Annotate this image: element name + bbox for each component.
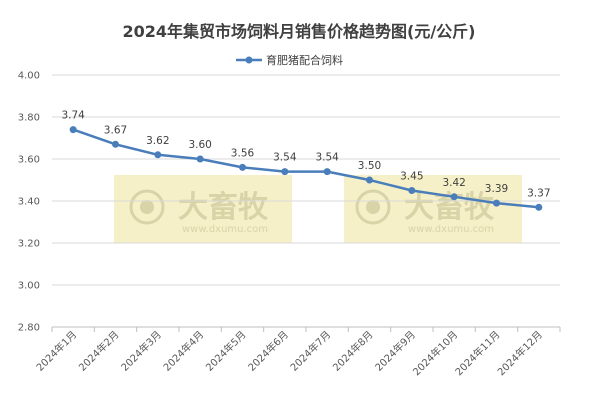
chart-title: 2024年集贸市场饲料月销售价格趋势图(元/公斤)	[122, 22, 475, 41]
data-point	[69, 126, 77, 134]
data-point	[493, 199, 500, 207]
watermark-logo-icon	[129, 189, 165, 225]
series-line	[69, 126, 543, 211]
x-tick-label: 2024年7月	[287, 328, 333, 374]
x-tick-label: 2024年1月	[33, 328, 79, 374]
y-tick-label: 3.00	[18, 281, 40, 292]
y-tick-label: 3.40	[18, 197, 40, 208]
data-label: 3.42	[442, 177, 465, 189]
data-label: 3.60	[188, 139, 211, 151]
x-tick-label: 2024年12月	[495, 328, 545, 378]
data-label: 3.39	[485, 183, 508, 195]
watermark-brand: 大畜牧	[178, 190, 269, 225]
legend-marker	[245, 56, 253, 64]
data-label: 3.62	[146, 135, 169, 147]
data-label: 3.54	[315, 152, 339, 164]
x-tick-label: 2024年9月	[372, 328, 418, 374]
data-label: 3.67	[104, 124, 127, 136]
y-tick-label: 3.80	[18, 113, 40, 124]
data-label: 3.56	[231, 147, 255, 159]
x-axis: 2024年1月2024年2月2024年3月2024年4月2024年5月2024年…	[33, 326, 561, 378]
y-tick-label: 3.20	[18, 239, 40, 250]
watermark-logo-icon	[355, 189, 391, 225]
x-tick-label: 2024年2月	[76, 328, 122, 374]
watermark-logo-dot-icon	[366, 200, 380, 214]
x-tick-label: 2024年3月	[118, 328, 164, 374]
watermark-url: www.dxumu.com	[182, 224, 268, 235]
watermark-left: 大畜牧 www.dxumu.com	[114, 175, 292, 243]
data-label: 3.45	[400, 171, 423, 183]
legend-label: 育肥猪配合饲料	[266, 53, 343, 67]
data-point	[196, 155, 204, 163]
legend: 育肥猪配合饲料	[236, 53, 343, 67]
x-tick-label: 2024年6月	[245, 328, 291, 374]
x-tick-label: 2024年8月	[330, 328, 376, 374]
x-tick-label: 2024年5月	[203, 328, 249, 374]
data-point	[535, 203, 543, 211]
data-point	[450, 193, 458, 201]
y-tick-label: 4.00	[18, 71, 40, 82]
y-tick-label: 3.60	[18, 155, 40, 166]
data-point	[366, 176, 373, 184]
y-axis: 2.80 3.00 3.20 3.40 3.60 3.80 4.00	[18, 71, 40, 334]
data-point	[408, 187, 416, 194]
data-label: 3.74	[61, 110, 85, 122]
data-point	[323, 168, 331, 176]
watermark-url: www.dxumu.com	[408, 224, 494, 235]
data-label: 3.54	[273, 152, 297, 164]
y-tick-label: 2.80	[18, 323, 40, 334]
watermark-logo-dot-icon	[140, 200, 154, 214]
data-point	[239, 163, 246, 171]
data-label: 3.37	[527, 187, 550, 199]
x-tick-label: 2024年4月	[160, 328, 206, 374]
series-path	[72, 128, 539, 209]
watermark-right: 大畜牧 www.dxumu.com	[344, 175, 522, 243]
data-label: 3.50	[358, 160, 381, 172]
data-labels: 3.74 3.67 3.62 3.60 3.56 3.54 3.54 3.50 3.45 3.42…	[61, 110, 550, 200]
data-point	[154, 151, 162, 159]
data-point	[281, 168, 289, 176]
data-point	[112, 140, 119, 148]
